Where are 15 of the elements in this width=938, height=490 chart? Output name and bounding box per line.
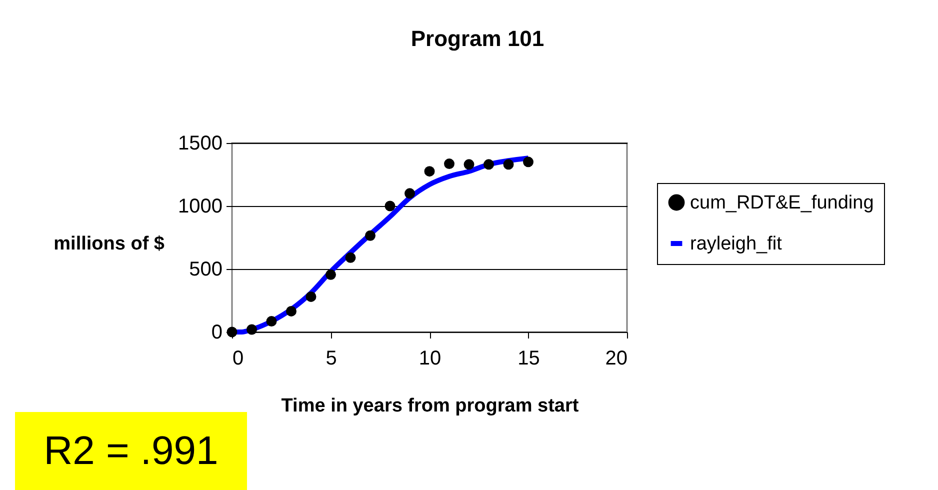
text: R2 = .991 xyxy=(15,412,247,490)
x-tick-label: 10 xyxy=(418,348,442,370)
x-tick-label: 0 xyxy=(232,348,244,370)
x-axis-title: Time in years from program start xyxy=(281,396,580,416)
legend-label: rayleigh_fit xyxy=(690,234,783,254)
x-tick-label: 15 xyxy=(518,348,540,370)
chart-title: Program 101 xyxy=(410,26,544,51)
y-tick-label: 500 xyxy=(189,258,222,280)
y-tick-label: 0 xyxy=(211,322,222,344)
y-tick-label: 1500 xyxy=(178,132,222,154)
x-tick-label: 20 xyxy=(605,348,628,370)
legend-label: cum_RDT&E_funding xyxy=(690,192,874,214)
y-tick-label: 1000 xyxy=(178,196,222,218)
y-axis-title: millions of $ xyxy=(54,234,165,254)
x-tick-label: 5 xyxy=(326,348,337,370)
